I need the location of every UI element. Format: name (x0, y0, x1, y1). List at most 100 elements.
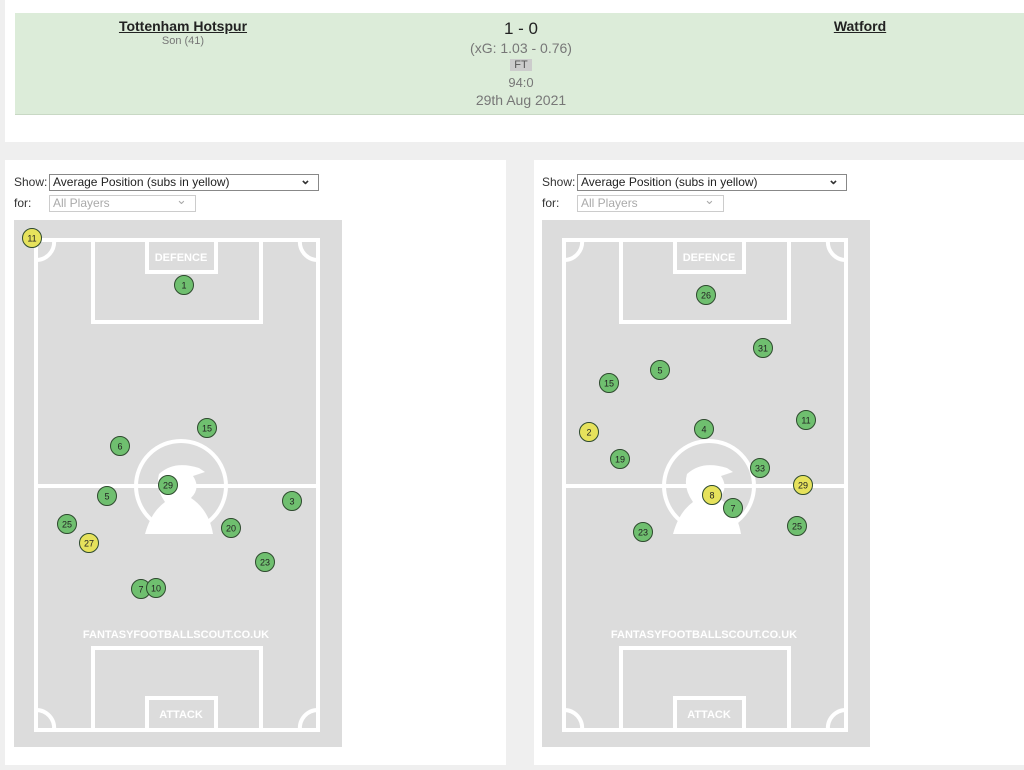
player-number: 26 (701, 291, 711, 301)
player-dot: 25 (57, 514, 77, 534)
time: 94:0 (508, 75, 534, 90)
player-number: 25 (792, 522, 802, 532)
player-number: 27 (84, 539, 94, 549)
player-dot: 27 (79, 533, 99, 553)
attack-label: ATTACK (159, 709, 203, 721)
player-dot: 10 (146, 578, 166, 598)
player-marker (255, 552, 275, 572)
player-marker (221, 518, 241, 538)
corner-arc (297, 239, 319, 263)
player-marker (174, 275, 194, 295)
player-number: 7 (730, 504, 735, 514)
goal-box (673, 238, 746, 274)
player-dot: 26 (696, 285, 716, 305)
player-number: 29 (163, 481, 173, 491)
goal-box (145, 696, 218, 732)
player-dot: 5 (97, 486, 117, 506)
corner-arc (563, 707, 585, 731)
show-label: Show: (14, 175, 48, 189)
player-dot: 3 (282, 491, 302, 511)
attack-label: ATTACK (687, 709, 731, 721)
player-dot: 2 (579, 422, 599, 442)
goal-box (673, 696, 746, 732)
player-number: 19 (615, 455, 625, 465)
player-marker (650, 360, 670, 380)
player-dot: 15 (197, 418, 217, 438)
home-scorers: Son (41) (161, 35, 205, 47)
player-marker (110, 436, 130, 456)
player-dot: 11 (22, 228, 42, 248)
for-label: for: (14, 196, 32, 210)
date: 29th Aug 2021 (475, 92, 567, 108)
player-dot: 33 (750, 458, 770, 478)
goal-box (145, 238, 218, 274)
player-dot: 15 (599, 373, 619, 393)
player-dot: 23 (255, 552, 275, 572)
player-number: 10 (151, 584, 161, 594)
show-select[interactable]: Average Position (subs in yellow) (577, 174, 847, 191)
corner-arc (563, 239, 585, 263)
player-number: 5 (104, 492, 109, 502)
player-number: 6 (117, 442, 122, 452)
player-number: 15 (604, 379, 614, 389)
status: FT (510, 59, 532, 71)
defence-label: DEFENCE (683, 252, 736, 264)
player-dot: 1 (174, 275, 194, 295)
player-marker (796, 410, 816, 430)
player-marker (694, 419, 714, 439)
player-number: 23 (260, 558, 270, 568)
show-label: Show: (542, 175, 576, 189)
player-number: 20 (226, 524, 236, 534)
player-dot: 4 (694, 419, 714, 439)
for-select[interactable]: All Players (49, 195, 196, 212)
score: 1 - 0 (503, 19, 539, 38)
away-team[interactable]: Watford (833, 18, 887, 34)
player-number: 15 (202, 424, 212, 434)
watermark: FANTASYFOOTBALLSCOUT.CO.UK (611, 629, 797, 641)
player-number: 3 (289, 497, 294, 507)
player-dot: 5 (650, 360, 670, 380)
home-team[interactable]: Tottenham Hotspur (118, 18, 248, 34)
player-number: 23 (638, 528, 648, 538)
chevron: ⌄ (828, 172, 839, 187)
player-marker (610, 449, 630, 469)
player-dot: 8 (702, 485, 722, 505)
player-number: 29 (798, 481, 808, 491)
player-dot: 11 (796, 410, 816, 430)
player-number: 8 (709, 491, 714, 501)
player-dot: 19 (610, 449, 630, 469)
player-marker (579, 422, 599, 442)
player-number: 5 (657, 366, 662, 376)
player-marker (599, 373, 619, 393)
watermark: FANTASYFOOTBALLSCOUT.CO.UK (83, 629, 269, 641)
player-marker (22, 228, 42, 248)
corner-arc (825, 239, 847, 263)
player-marker (97, 486, 117, 506)
player-dot: 6 (110, 436, 130, 456)
player-number: 1 (181, 281, 186, 291)
player-marker (753, 338, 773, 358)
player-dot: 20 (221, 518, 241, 538)
player-marker (702, 485, 722, 505)
chevron: ⌄ (704, 192, 715, 207)
player-dot: 29 (158, 475, 178, 495)
player-number: 4 (701, 425, 706, 435)
player-marker (696, 285, 716, 305)
player-number: 33 (755, 464, 765, 474)
corner-arc (825, 707, 847, 731)
player-dot: 29 (793, 475, 813, 495)
chevron: ⌄ (176, 192, 187, 207)
player-marker (57, 514, 77, 534)
show-select[interactable]: Average Position (subs in yellow) (49, 174, 319, 191)
player-dot: 7 (723, 498, 743, 518)
for-select[interactable]: All Players (577, 195, 724, 212)
corner-arc (35, 707, 57, 731)
player-marker (282, 491, 302, 511)
corner-arc (35, 239, 57, 263)
defence-label: DEFENCE (155, 252, 208, 264)
player-marker (723, 498, 743, 518)
player-marker (793, 475, 813, 495)
corner-arc (297, 707, 319, 731)
for-label: for: (542, 196, 560, 210)
